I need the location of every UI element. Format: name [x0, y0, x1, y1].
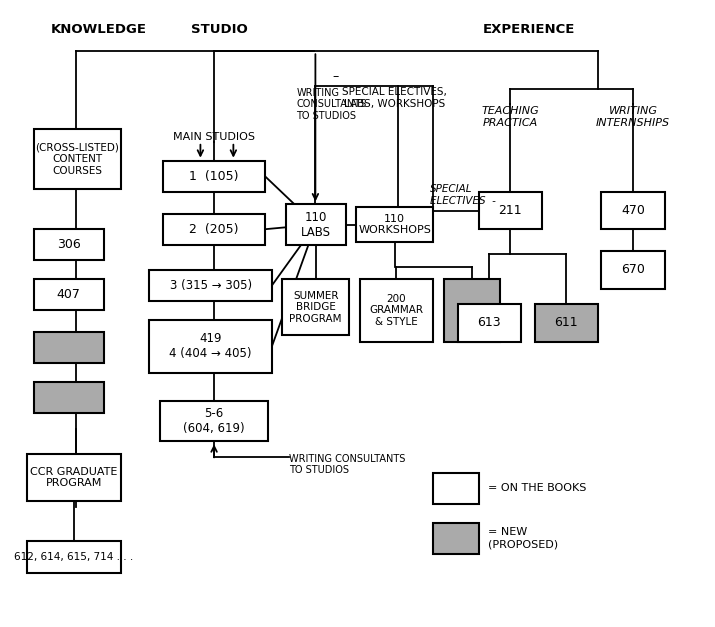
- Bar: [34, 229, 104, 260]
- Bar: [34, 129, 122, 189]
- Text: WRITING CONSULTANTS
TO STUDIOS: WRITING CONSULTANTS TO STUDIOS: [290, 454, 406, 475]
- Text: TEACHING
PRACTICA: TEACHING PRACTICA: [481, 106, 539, 128]
- Text: 306: 306: [56, 238, 81, 251]
- Text: EXPERIENCE: EXPERIENCE: [482, 23, 575, 36]
- Bar: [356, 208, 433, 242]
- Text: 613: 613: [478, 317, 501, 329]
- Text: 110
LABS: 110 LABS: [301, 211, 331, 238]
- Text: SPECIAL
ELECTIVES  -: SPECIAL ELECTIVES -: [430, 184, 495, 206]
- Bar: [34, 382, 104, 413]
- Text: 407: 407: [56, 288, 81, 301]
- Bar: [159, 401, 268, 441]
- Text: SUMMER
BRIDGE
PROGRAM: SUMMER BRIDGE PROGRAM: [290, 291, 342, 324]
- Bar: [479, 192, 542, 229]
- Bar: [34, 332, 104, 364]
- Bar: [458, 304, 521, 342]
- Bar: [601, 251, 664, 288]
- Text: (CROSS-LISTED)
CONTENT
COURSES: (CROSS-LISTED) CONTENT COURSES: [36, 142, 119, 176]
- Bar: [149, 320, 272, 373]
- Text: 110
WORKSHOPS: 110 WORKSHOPS: [358, 214, 431, 235]
- Text: 419
4 (404 → 405): 419 4 (404 → 405): [169, 332, 252, 361]
- Bar: [34, 279, 104, 310]
- Text: –: –: [332, 70, 338, 83]
- Bar: [26, 454, 122, 501]
- Bar: [535, 304, 598, 342]
- Bar: [433, 473, 479, 504]
- Text: 470: 470: [621, 204, 645, 217]
- Text: WRITING
CONSULTANTS
TO STUDIOS: WRITING CONSULTANTS TO STUDIOS: [297, 88, 367, 121]
- Bar: [163, 161, 265, 192]
- Text: 1  (105): 1 (105): [189, 170, 239, 182]
- Text: 211: 211: [498, 204, 522, 217]
- Text: 5-6
(604, 619): 5-6 (604, 619): [183, 407, 245, 435]
- Bar: [282, 279, 349, 335]
- Bar: [601, 192, 664, 229]
- Bar: [286, 204, 345, 245]
- Text: CCR GRADUATE
PROGRAM: CCR GRADUATE PROGRAM: [30, 466, 117, 488]
- Bar: [433, 523, 479, 554]
- Text: SPECIAL ELECTIVES,
LABS, WORKSHOPS: SPECIAL ELECTIVES, LABS, WORKSHOPS: [342, 87, 447, 109]
- Bar: [149, 270, 272, 301]
- Text: 200
GRAMMAR
& STYLE: 200 GRAMMAR & STYLE: [370, 294, 423, 327]
- Text: WRITING
INTERNSHIPS: WRITING INTERNSHIPS: [596, 106, 670, 128]
- Text: 3 (315 → 305): 3 (315 → 305): [169, 279, 252, 292]
- Text: 612, 614, 615, 714 . . .: 612, 614, 615, 714 . . .: [14, 552, 134, 562]
- Text: = NEW
(PROPOSED): = NEW (PROPOSED): [488, 527, 558, 549]
- Bar: [360, 279, 433, 342]
- Bar: [444, 279, 500, 342]
- Bar: [26, 541, 122, 572]
- Text: = ON THE BOOKS: = ON THE BOOKS: [488, 483, 586, 493]
- Text: 670: 670: [621, 263, 645, 277]
- Text: STUDIO: STUDIO: [192, 23, 248, 36]
- Text: KNOWLEDGE: KNOWLEDGE: [51, 23, 147, 36]
- Text: 2  (205): 2 (205): [189, 223, 239, 236]
- Bar: [163, 214, 265, 245]
- Text: MAIN STUDIOS: MAIN STUDIOS: [174, 132, 255, 142]
- Text: 611: 611: [555, 317, 578, 329]
